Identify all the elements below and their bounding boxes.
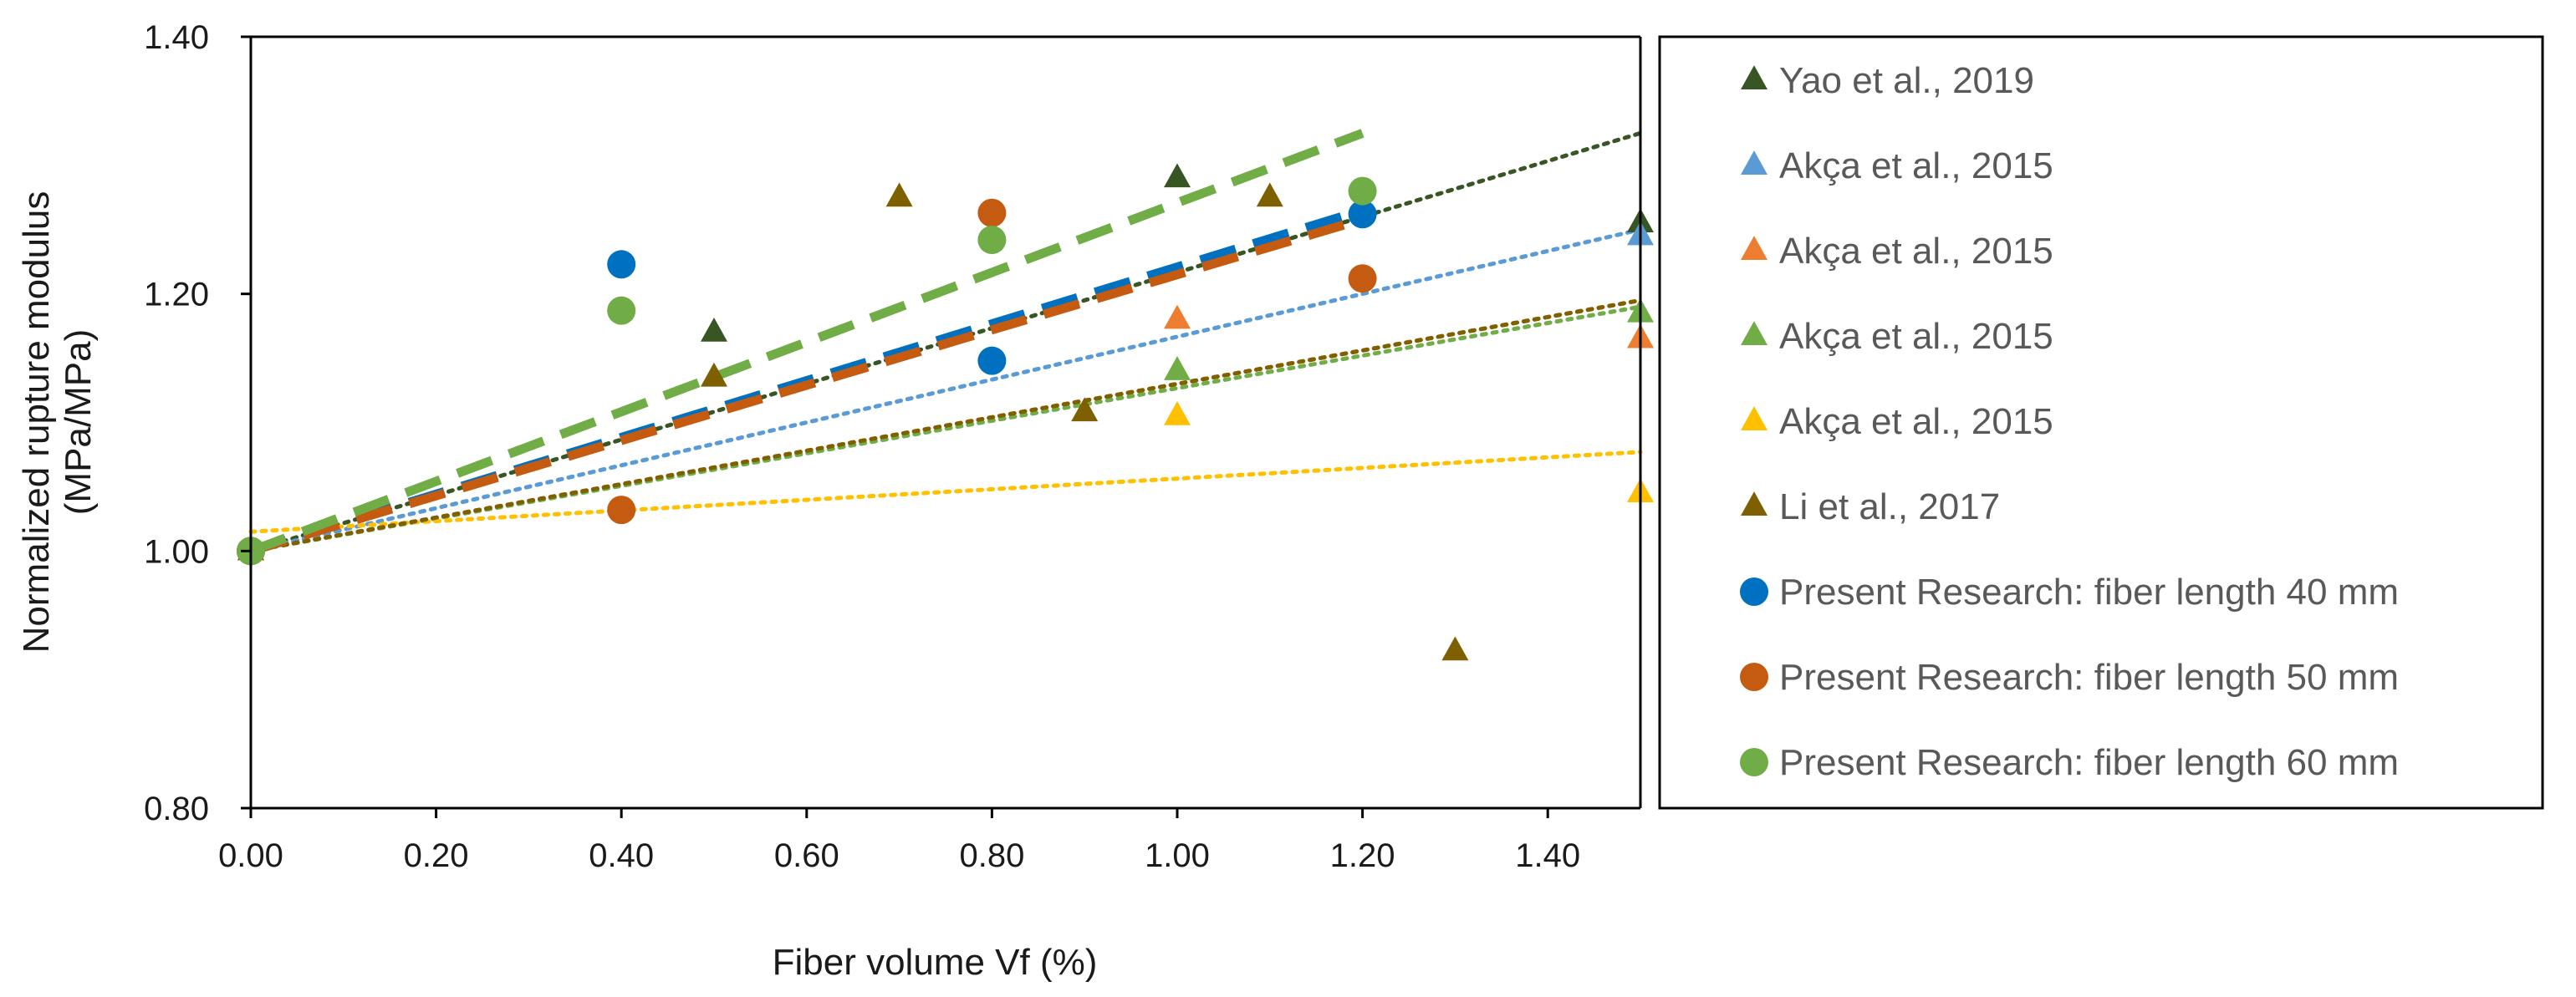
legend-item: Yao et al., 2019 — [1741, 60, 2034, 101]
legend-label: Present Research: fiber length 50 mm — [1779, 657, 2399, 698]
legend-label: Present Research: fiber length 40 mm — [1779, 572, 2399, 613]
legend-label: Akça et al., 2015 — [1779, 316, 2053, 357]
legend-item: Present Research: fiber length 50 mm — [1740, 657, 2399, 698]
legend-label: Akça et al., 2015 — [1779, 231, 2053, 272]
trendline-series-2 — [248, 227, 1643, 553]
x-axis-tick-labels: 0.00 0.20 0.40 0.60 0.80 1.00 1.20 1.40 — [218, 837, 1580, 874]
data-point-series-1 — [701, 317, 727, 342]
data-point-series-1 — [1164, 163, 1191, 188]
y-tick-label: 1.20 — [144, 277, 209, 313]
x-tick-label: 1.20 — [1330, 837, 1395, 874]
data-point-series-7 — [1348, 200, 1377, 229]
y-tick-label: 0.80 — [144, 791, 209, 827]
y-axis-ticks — [241, 35, 251, 810]
trendlines — [248, 129, 1643, 556]
legend-marker — [1741, 406, 1767, 430]
legend-label: Yao et al., 2019 — [1779, 60, 2034, 101]
data-point-series-6 — [1071, 397, 1099, 422]
x-tick-label: 1.40 — [1515, 837, 1580, 874]
legend-marker — [1740, 577, 1768, 606]
y-tick-label: 1.00 — [144, 533, 209, 570]
legend-item: Present Research: fiber length 40 mm — [1740, 572, 2399, 613]
data-point-series-8 — [1348, 264, 1377, 293]
x-tick-label: 0.00 — [218, 837, 283, 874]
data-point-series-9 — [1348, 176, 1377, 206]
data-point-series-3 — [1164, 304, 1191, 329]
plot-frame — [249, 35, 1642, 810]
data-point-series-8 — [607, 496, 636, 525]
trendline-series-4 — [248, 304, 1643, 553]
trendline-series-5 — [248, 450, 1643, 534]
legend-box — [1658, 35, 2544, 810]
x-tick-label: 0.80 — [959, 837, 1024, 874]
y-axis-title-line-1: Normalized rupture modulus — [16, 191, 57, 654]
data-point-series-6 — [1441, 636, 1469, 661]
legend-marker — [1741, 65, 1767, 89]
data-markers — [237, 163, 1654, 661]
trendline-series-6 — [248, 298, 1643, 553]
data-point-series-9 — [977, 226, 1007, 255]
x-axis-title: Fiber volume Vf (%) — [773, 942, 1098, 983]
x-tick-label: 0.20 — [404, 837, 469, 874]
data-point-series-7 — [977, 346, 1007, 375]
trendline-series-8 — [249, 215, 1365, 556]
data-point-series-9 — [607, 296, 636, 325]
x-tick-label: 0.60 — [774, 837, 839, 874]
y-tick-label: 1.40 — [144, 19, 209, 56]
y-axis-tick-labels: 0.80 1.00 1.20 1.40 — [144, 19, 209, 827]
legend-label: Present Research: fiber length 60 mm — [1779, 742, 2399, 783]
legend-marker — [1741, 321, 1767, 345]
legend-marker — [1741, 491, 1767, 516]
data-point-series-8 — [977, 198, 1007, 227]
legend-item: Present Research: fiber length 60 mm — [1740, 742, 2399, 783]
data-point-series-6 — [701, 362, 727, 387]
legend-marker — [1740, 748, 1768, 776]
data-point-series-7 — [607, 250, 636, 279]
legend-marker — [1741, 236, 1767, 260]
data-point-series-5 — [1164, 400, 1191, 425]
y-axis-title-line-2: (MPa/MPa) — [58, 329, 99, 515]
x-tick-label: 1.00 — [1145, 837, 1210, 874]
legend-label: Li et al., 2017 — [1779, 486, 2000, 527]
legend-label: Akça et al., 2015 — [1779, 145, 2053, 186]
legend-label: Akça et al., 2015 — [1779, 401, 2053, 442]
legend-item: Akça et al., 2015 — [1741, 316, 2053, 357]
legend-marker — [1740, 663, 1768, 691]
data-point-series-6 — [1256, 182, 1283, 207]
data-point-series-6 — [885, 182, 913, 207]
legend-item: Akça et al., 2015 — [1741, 401, 2053, 442]
legend-marker — [1741, 150, 1767, 175]
x-axis-ticks — [249, 808, 1549, 818]
data-point-series-4 — [1164, 356, 1191, 380]
legend: Yao et al., 2019 Akça et al., 2015 Akça et… — [1658, 35, 2544, 810]
trendline-series-9 — [249, 129, 1365, 556]
y-axis-title: Normalized rupture modulus (MPa/MPa) — [16, 191, 99, 654]
x-tick-label: 0.40 — [589, 837, 654, 874]
legend-item: Akça et al., 2015 — [1741, 231, 2053, 272]
legend-item: Akça et al., 2015 — [1741, 145, 2053, 186]
legend-item: Li et al., 2017 — [1741, 486, 2000, 527]
